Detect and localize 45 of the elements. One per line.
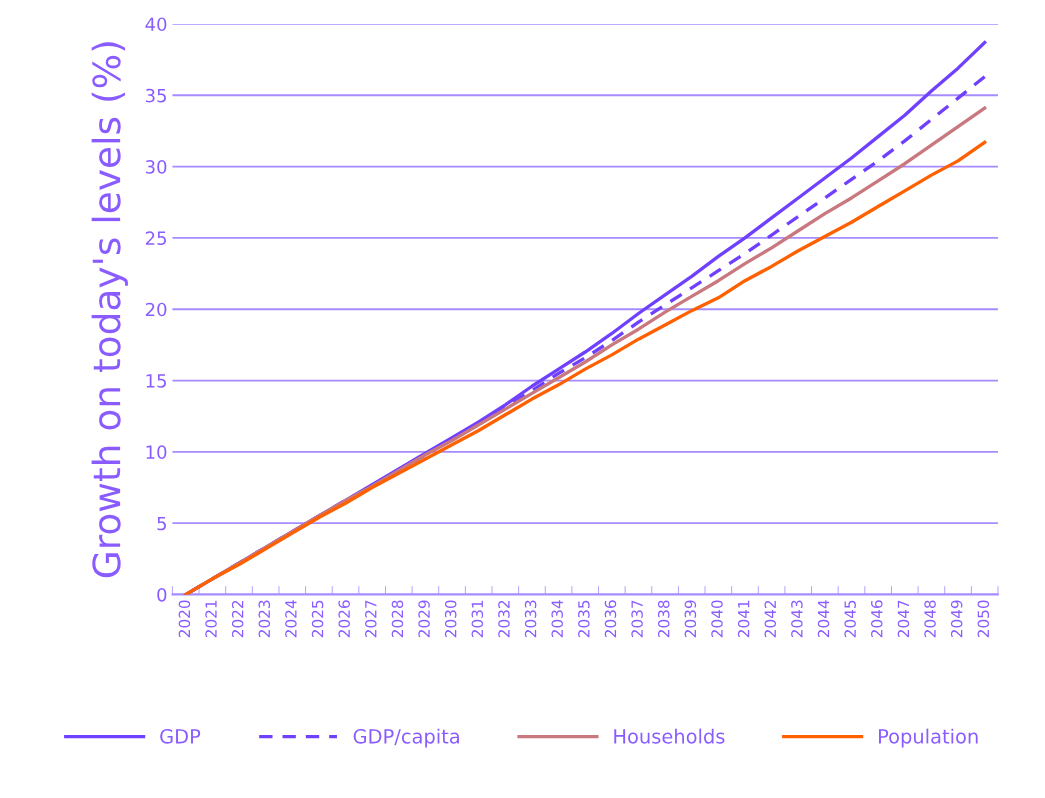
x-tick-label: 2022 bbox=[231, 600, 244, 638]
x-tick-label: 2031 bbox=[471, 600, 484, 638]
x-tick-label: 2034 bbox=[551, 600, 563, 638]
x-tick-label: 2035 bbox=[578, 600, 590, 638]
x-tick-label: 2044 bbox=[817, 600, 830, 638]
legend-label: GDP/capita bbox=[353, 728, 459, 748]
x-tick-label: 2024 bbox=[285, 600, 297, 638]
y-tick-label: 35 bbox=[145, 88, 166, 103]
x-tick-label: 2043 bbox=[791, 600, 803, 638]
y-tick-label: 20 bbox=[145, 302, 167, 317]
x-tick-label: 2026 bbox=[338, 600, 350, 638]
x-tick-label: 2045 bbox=[844, 600, 856, 638]
x-tick-label: 2023 bbox=[258, 600, 271, 638]
x-tick-label: 2028 bbox=[391, 600, 404, 638]
x-tick-label: 2050 bbox=[977, 600, 990, 638]
x-tick-label: 2038 bbox=[657, 600, 670, 638]
x-tick-label: 2047 bbox=[897, 600, 910, 638]
x-tick-label: 2040 bbox=[711, 600, 723, 638]
y-tick-label: 5 bbox=[157, 516, 166, 531]
y-tick-label: 10 bbox=[146, 445, 167, 459]
legend-label: GDP bbox=[160, 728, 201, 744]
x-tick-label: 2029 bbox=[418, 600, 430, 638]
x-tick-label: 2025 bbox=[311, 600, 324, 638]
x-tick-label: 2021 bbox=[205, 600, 217, 638]
y-tick-label: 15 bbox=[146, 374, 166, 388]
x-tick-label: 2030 bbox=[444, 600, 457, 638]
x-tick-label: 2049 bbox=[950, 600, 963, 638]
y-tick-label: 30 bbox=[145, 160, 167, 174]
y-tick-label: 25 bbox=[145, 231, 166, 246]
x-tick-label: 2027 bbox=[365, 600, 377, 638]
x-tick-label: 2020 bbox=[178, 600, 191, 638]
x-tick-label: 2042 bbox=[764, 600, 777, 638]
x-tick-label: 2039 bbox=[684, 600, 697, 638]
x-tick-label: 2033 bbox=[524, 600, 537, 638]
y-tick-label: 40 bbox=[145, 17, 167, 32]
x-tick-label: 2032 bbox=[498, 600, 510, 638]
legend-label: Population bbox=[879, 728, 978, 748]
y-axis-title: Growth on today's levels (%) bbox=[91, 42, 128, 578]
y-tick-label: 0 bbox=[157, 587, 167, 602]
x-tick-label: 2041 bbox=[737, 600, 750, 638]
x-tick-label: 2036 bbox=[604, 600, 617, 638]
legend-label: Households bbox=[614, 728, 725, 744]
x-tick-label: 2048 bbox=[924, 600, 936, 638]
x-tick-label: 2037 bbox=[631, 600, 643, 638]
x-tick-label: 2046 bbox=[871, 600, 883, 638]
